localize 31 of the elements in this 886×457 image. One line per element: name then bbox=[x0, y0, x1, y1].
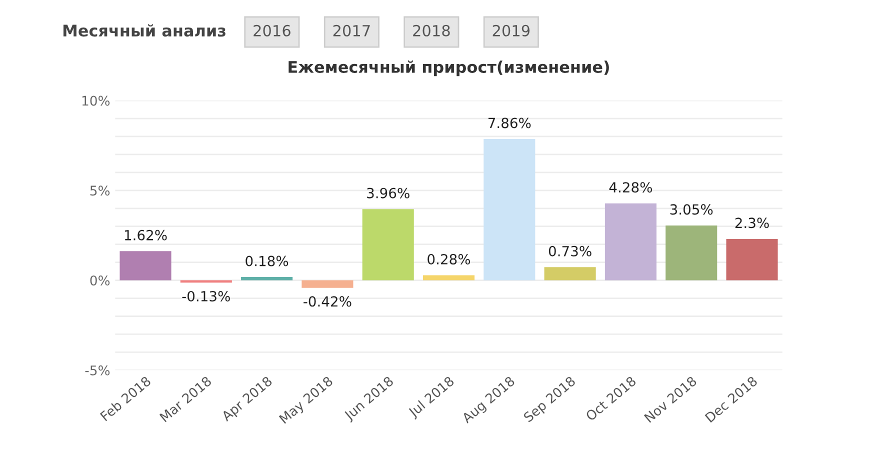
data-label: -0.42% bbox=[304, 296, 352, 307]
data-label: -0.13% bbox=[182, 290, 230, 302]
bar bbox=[362, 209, 414, 280]
bar bbox=[241, 277, 293, 280]
bar bbox=[726, 238, 778, 280]
bar bbox=[604, 203, 656, 280]
text: 2018 bbox=[413, 24, 450, 36]
text: 2017 bbox=[333, 24, 370, 36]
data-label: 0.18% bbox=[246, 256, 288, 266]
data-label: 0.28% bbox=[428, 254, 470, 264]
chart-title: Ежемесячный прирост(изменение) bbox=[288, 60, 609, 76]
bar bbox=[544, 267, 596, 280]
data-label: 4.28% bbox=[609, 182, 652, 193]
y-tick-label: -5% bbox=[85, 365, 110, 376]
bar bbox=[484, 139, 536, 280]
data-label: 2.3% bbox=[735, 218, 769, 228]
data-label: 3.05% bbox=[670, 204, 713, 215]
bar bbox=[120, 251, 172, 280]
data-label: 3.96% bbox=[367, 188, 410, 198]
bar bbox=[422, 275, 475, 280]
text: Месячный анализ bbox=[63, 24, 226, 37]
y-tick-label: 10% bbox=[82, 96, 110, 106]
y-tick-label: 0% bbox=[90, 276, 110, 286]
bar bbox=[302, 280, 354, 288]
data-label: 1.62% bbox=[124, 230, 167, 240]
text: 2019 bbox=[492, 24, 530, 36]
data-label: 7.86% bbox=[488, 118, 531, 128]
bar bbox=[666, 225, 718, 280]
y-tick-label: 5% bbox=[90, 186, 110, 196]
data-label: 0.73% bbox=[548, 246, 592, 256]
text: 2016 bbox=[254, 24, 290, 36]
